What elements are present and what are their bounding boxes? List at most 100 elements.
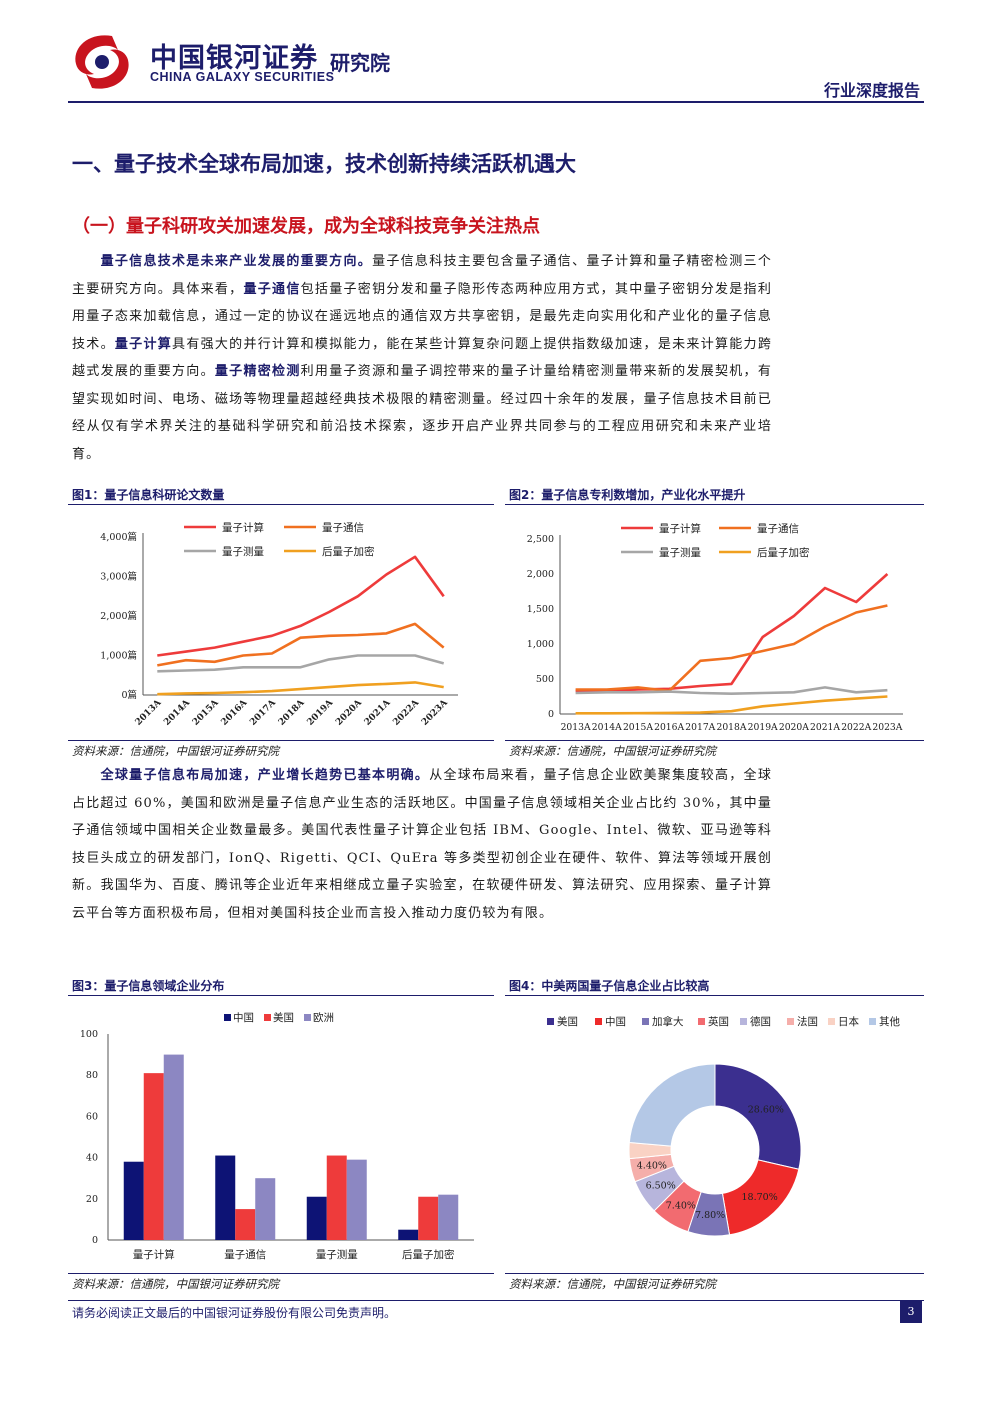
bar-美国-量子计算 [143, 1073, 164, 1240]
x-tick-label: 2014A [162, 697, 192, 727]
legend-label: 美国 [273, 1011, 294, 1024]
legend-swatch [595, 1018, 602, 1025]
x-tick-label: 2020A [334, 697, 364, 727]
text-run: 包括量子密钥分发和量子隐形传态两种应用方式，其中量子密钥分发是指利用量子态来加载… [72, 281, 772, 352]
report-type: 行业深度报告 [823, 81, 920, 100]
x-tick-label: 2018A [716, 722, 746, 733]
legend-label: 其他 [879, 1015, 900, 1028]
x-tick-label: 量子通信 [224, 1249, 266, 1261]
x-tick-label: 2015A [623, 722, 653, 733]
bar-欧洲-量子通信 [255, 1178, 276, 1240]
bold-run: 量子精密检测 [214, 364, 301, 379]
series-line-量子通信 [575, 604, 888, 693]
legend-label: 欧洲 [313, 1012, 334, 1024]
text-run: 量子信息科技主要包含量子通信、量子计算和量子精密检测三个主要研究方向。具体来看， [72, 254, 772, 297]
brand-name-en: CHINA GALAXY SECURITIES [150, 70, 335, 84]
y-tick-label: 60 [86, 1111, 98, 1122]
y-tick-label: 0 [92, 1235, 98, 1246]
y-tick-label: 20 [86, 1194, 98, 1205]
legend-label: 量子通信 [322, 522, 364, 534]
y-tick-label: 2,000 [527, 569, 554, 580]
x-tick-label: 2023A [420, 697, 450, 727]
figure-1-rule [68, 504, 494, 505]
slice-label: 4.40% [637, 1160, 667, 1171]
x-tick-label: 2020A [779, 722, 809, 733]
legend-swatch [828, 1018, 835, 1025]
y-tick-label: 100 [80, 1029, 98, 1040]
x-tick-label: 2015A [191, 697, 221, 727]
legend-label: 量子通信 [757, 523, 799, 535]
figure-3-rule [68, 995, 494, 996]
legend-swatch [304, 1014, 311, 1021]
bold-run: 全球量子信息布局加速，产业增长趋势已基本明确。 [100, 768, 430, 783]
series-line-量子通信 [157, 622, 445, 667]
x-tick-label: 2022A [391, 697, 421, 727]
legend-label: 日本 [838, 1015, 859, 1028]
legend-label: 中国 [233, 1011, 254, 1024]
figure-4-title: 图4：中美两国量子信息企业占比较高 [509, 979, 710, 993]
figure-2-rule [505, 504, 924, 505]
x-tick-label: 2014A [592, 722, 622, 733]
y-tick-label: 80 [86, 1070, 98, 1081]
figure-2-bottom-rule [505, 740, 924, 741]
disclaimer: 请务必阅读正文最后的中国银河证券股份有限公司免责声明。 [72, 1306, 397, 1320]
bar-中国-量子计算 [123, 1161, 144, 1240]
y-tick-label: 1,000篇 [100, 650, 137, 662]
bar-中国-量子通信 [215, 1155, 236, 1240]
legend-label: 量子计算 [659, 522, 701, 535]
legend-label: 量子测量 [222, 545, 264, 558]
x-tick-label: 2013A [134, 697, 164, 727]
legend-label: 美国 [557, 1015, 578, 1028]
series-line-后量子加密 [575, 695, 888, 715]
y-tick-label: 1,000 [527, 639, 554, 650]
figure-4-source: 资料来源：信通院，中国银河证券研究院 [509, 1277, 716, 1291]
bar-中国-后量子加密 [398, 1229, 419, 1240]
x-tick-label: 2022A [841, 722, 871, 733]
x-tick-label: 后量子加密 [402, 1248, 455, 1261]
y-tick-label: 40 [86, 1153, 98, 1164]
text-run: 具有强大的并行计算和模拟能力，能在某些计算复杂问题上提供指数级加速，是未来计算能… [72, 336, 772, 380]
x-tick-label: 2017A [685, 722, 715, 733]
legend-label: 加拿大 [652, 1015, 684, 1028]
x-tick-label: 2019A [748, 722, 778, 733]
bar-中国-量子测量 [306, 1196, 327, 1240]
series-line-量子测量 [575, 686, 888, 695]
footer-divider [68, 1300, 924, 1301]
bar-美国-量子测量 [326, 1155, 347, 1240]
legend-label: 量子计算 [222, 521, 264, 534]
enterprise-distribution-bar-chart: 0 20 40 60 80 100 量子计算 量子通信 量子测量 后量子加密 中国 美国 欧洲 [80, 1011, 474, 1261]
y-tick-label: 0篇 [121, 689, 137, 701]
legend-swatch [547, 1018, 554, 1025]
company-logo [75, 35, 129, 89]
bold-run: 量子计算 [114, 336, 173, 352]
donut-slice-美国 [714, 1063, 802, 1170]
x-tick-label: 2013A [561, 722, 591, 733]
x-tick-label: 量子计算 [133, 1248, 175, 1261]
text-run: 利用量子资源和量子调控带来的量子计量给精密测量带来新的发展契机，有望实现如时间、… [72, 364, 772, 462]
legend-label: 后量子加密 [322, 545, 375, 558]
legend-label: 德国 [750, 1015, 771, 1028]
legend-swatch [787, 1018, 794, 1025]
legend-label: 英国 [708, 1015, 729, 1028]
figure-1-bottom-rule [68, 740, 494, 741]
x-tick-label: 2021A [810, 722, 840, 733]
series-line-后量子加密 [157, 681, 444, 696]
legend-swatch [642, 1018, 649, 1025]
brand-institute: 研究院 [330, 51, 390, 75]
slice-label: 6.50% [646, 1181, 676, 1192]
y-tick-label: 1,500 [527, 604, 554, 615]
x-tick-label: 2017A [248, 697, 278, 727]
figure-1-source: 资料来源：信通院，中国银河证券研究院 [72, 744, 279, 758]
series-line-量子测量 [157, 654, 445, 673]
bar-欧洲-量子计算 [163, 1054, 184, 1240]
text-run: 从全球布局来看，量子信息企业欧美聚集度较高，全球占比超过 60%，美国和欧洲是量… [72, 768, 772, 921]
header-divider [68, 101, 924, 103]
y-tick-label: 0 [548, 709, 554, 720]
y-tick-label: 2,000篇 [100, 610, 137, 622]
x-tick-label: 2019A [306, 697, 336, 727]
slice-label: 18.70% [742, 1192, 778, 1203]
x-tick-label: 2021A [363, 697, 393, 727]
subsection-title: （一）量子科研攻关加速发展，成为全球科技竞争关注热点 [72, 216, 540, 237]
x-tick-label: 2023A [872, 722, 902, 733]
legend-swatch [264, 1014, 271, 1021]
